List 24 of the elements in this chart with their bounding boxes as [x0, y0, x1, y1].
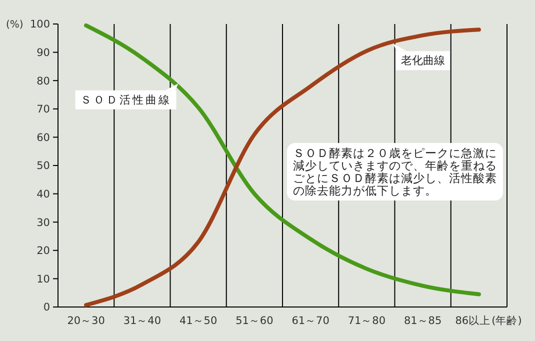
y-tick-label: 50: [36, 160, 50, 172]
y-tick-label: 10: [36, 273, 50, 286]
y-tick-label: 30: [36, 216, 50, 229]
x-tick-label: 20～30: [67, 315, 105, 327]
y-tick-label: 100: [30, 18, 50, 31]
y-tick-label: 90: [36, 46, 50, 59]
y-axis-title: (%): [6, 20, 24, 30]
series-label: ＳＯＤ活性曲線: [80, 93, 172, 106]
annotation: ＳＯＤ酵素は２０歳をピークに急激に減少していきますので、年齢を重ねるごとにＳＯＤ酵素は減少し、活性酸素の除去能力が低下します。: [293, 146, 497, 198]
y-tick-label: 0: [43, 302, 50, 314]
series-label: 老化曲線: [400, 54, 445, 68]
y-tick-label: 40: [36, 188, 50, 200]
y-tick-label: 80: [36, 75, 50, 88]
y-tick-label: 20: [36, 245, 50, 258]
x-tick-label: 61～70: [292, 315, 330, 327]
x-axis-title: (年齢): [492, 315, 522, 327]
x-tick-label: 71～80: [348, 315, 386, 327]
x-tick-label: 51～60: [236, 315, 274, 327]
x-tick-label: 86以上: [455, 314, 491, 327]
x-tick-label: 41～50: [179, 315, 218, 327]
x-tick-label: 81～85: [404, 315, 442, 327]
y-tick-label: 70: [36, 104, 50, 116]
x-tick-label: 31～40: [123, 315, 162, 327]
y-tick-label: 60: [36, 132, 50, 144]
